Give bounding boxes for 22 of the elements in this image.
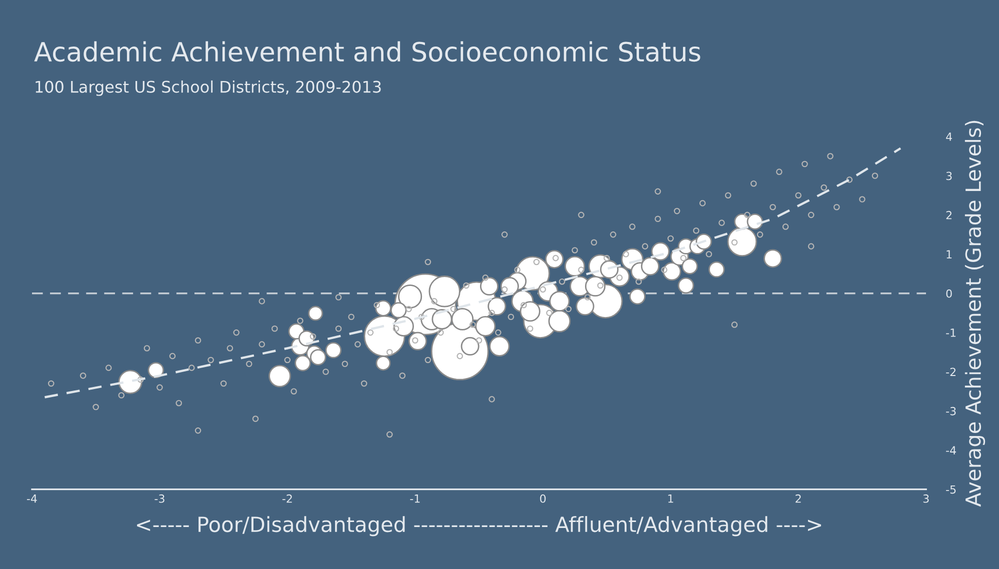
y-tick-label: 4 [946,132,952,141]
y-tick-label: -1 [946,328,956,337]
y-tick-label: 0 [946,289,952,298]
y-axis-title: Average Achievement (Grade Levels) [964,120,986,507]
x-tick-label: -3 [154,494,164,503]
y-tick-label: -4 [946,446,956,454]
x-tick-label: 3 [923,494,929,503]
x-tick-label: 2 [796,494,801,503]
x-tick-label: 0 [540,494,546,503]
chart-subtitle: 100 Largest US School Districts, 2009-2013 [36,80,381,96]
x-tick-label: -1 [410,494,420,503]
y-tick-label: 3 [946,172,952,180]
y-tick-label: -2 [946,368,956,376]
x-axis-title: <----- Poor/Disadvantaged ------------------ Affluent/Advantaged ----> [137,516,822,536]
x-tick-label: -2 [282,494,292,503]
y-tick-label: 1 [946,250,952,258]
y-tick-label: -3 [946,406,956,416]
y-tick-label: -5 [946,485,956,494]
x-tick-label: 1 [668,494,674,503]
chart-title: Academic Achievement and Socioeconomic Status [34,41,700,62]
y-tick-label: 2 [946,210,952,220]
x-tick-label: -4 [26,494,37,503]
